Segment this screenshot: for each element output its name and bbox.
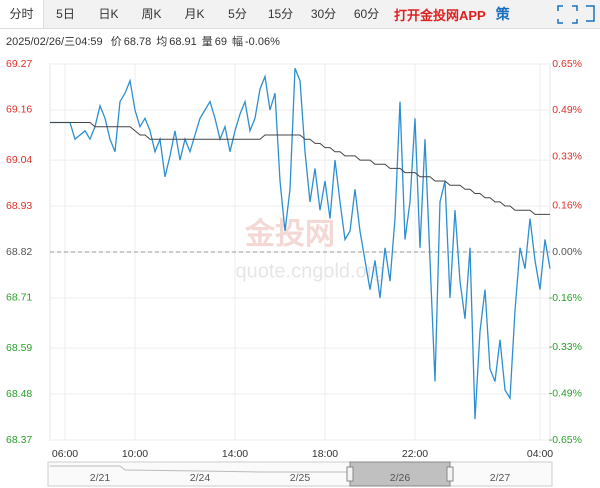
- y2-tick-label: 0.16%: [552, 200, 582, 212]
- info-label: 量: [201, 36, 213, 48]
- info-datetime: 2025/02/26/三04:59: [6, 36, 103, 48]
- watermark-logo: 金投网: [244, 217, 335, 251]
- navigator-label: 2/21: [90, 472, 111, 484]
- info-label: 价: [110, 36, 122, 48]
- grid: [49, 63, 551, 441]
- tab[interactable]: 5日: [56, 7, 75, 21]
- info-value: 68.91: [169, 36, 197, 48]
- close-icon[interactable]: [586, 5, 595, 22]
- tab[interactable]: 5分: [228, 7, 247, 21]
- y-tick-label: 68.93: [6, 200, 32, 212]
- y-tick-label: 68.71: [6, 292, 32, 304]
- tab[interactable]: 分时: [0, 0, 44, 28]
- y-tick-label: 68.37: [6, 434, 32, 446]
- series-line: [50, 67, 551, 420]
- y-tick-label: 68.82: [6, 246, 32, 258]
- navigator-label: 2/24: [190, 472, 211, 484]
- info-value: 69: [214, 36, 228, 48]
- y2-tick-label: 0.65%: [552, 58, 582, 70]
- info-value: 68.78: [123, 36, 152, 48]
- navigator-line: [50, 465, 350, 473]
- navigator[interactable]: [47, 461, 553, 487]
- navigator-label: 2/26: [390, 472, 411, 484]
- x-tick-label: 14:00: [222, 448, 248, 460]
- fullscreen-icon[interactable]: [557, 5, 595, 24]
- navigator-label: 2/27: [490, 472, 511, 484]
- y-tick-label: 69.27: [6, 58, 32, 70]
- x-tick-label: 18:00: [312, 448, 338, 460]
- info-label: 均: [156, 36, 168, 48]
- x-tick-label: 06:00: [52, 448, 78, 460]
- tab[interactable]: 日K: [98, 7, 119, 21]
- y2-tick-label: 0.33%: [552, 150, 582, 162]
- y2-tick-label: -0.65%: [549, 434, 582, 446]
- watermark-url: quote.cngold.org: [235, 260, 384, 282]
- strategy-icon[interactable]: 策: [495, 6, 510, 22]
- navigator-handle: [446, 466, 454, 482]
- y2-tick-label: -0.33%: [549, 341, 582, 353]
- tab[interactable]: 15分: [267, 7, 294, 21]
- navigator-handle: [346, 466, 354, 482]
- tab-bar: 分时 5日 日K 周K 月K 5分 15分 30分 60分 打开金投网APP 策: [0, 0, 600, 29]
- navigator-label: 2/25: [290, 472, 311, 484]
- y2-tick-label: -0.16%: [549, 292, 582, 304]
- y2-tick-label: 0.49%: [552, 104, 582, 116]
- x-tick-label: 04:00: [527, 448, 553, 460]
- y-tick-label: 68.59: [6, 342, 32, 354]
- y-tick-label: 69.04: [6, 154, 32, 166]
- tab[interactable]: 周K: [141, 7, 162, 21]
- y2-tick-label: 0.00%: [552, 246, 582, 258]
- info-value: -0.06%: [245, 36, 280, 48]
- info-bar: 2025/02/26/三04:59 价 68.78 均 68.91 量 69 幅 -0.06%: [6, 33, 285, 49]
- tab[interactable]: 30分: [310, 7, 337, 21]
- expand-icon[interactable]: [557, 5, 578, 24]
- series-line: [50, 122, 550, 215]
- y2-tick-label: -0.49%: [549, 388, 582, 400]
- info-label: 幅: [232, 36, 244, 48]
- x-tick-label: 10:00: [122, 448, 148, 460]
- y-tick-label: 68.48: [6, 388, 32, 400]
- tab[interactable]: 月K: [184, 7, 205, 21]
- x-tick-label: 22:00: [402, 448, 428, 460]
- navigator-selection: [349, 461, 451, 487]
- app-link[interactable]: 打开金投网APP: [394, 7, 486, 23]
- tab[interactable]: 60分: [353, 7, 380, 21]
- y-tick-label: 69.16: [6, 104, 32, 116]
